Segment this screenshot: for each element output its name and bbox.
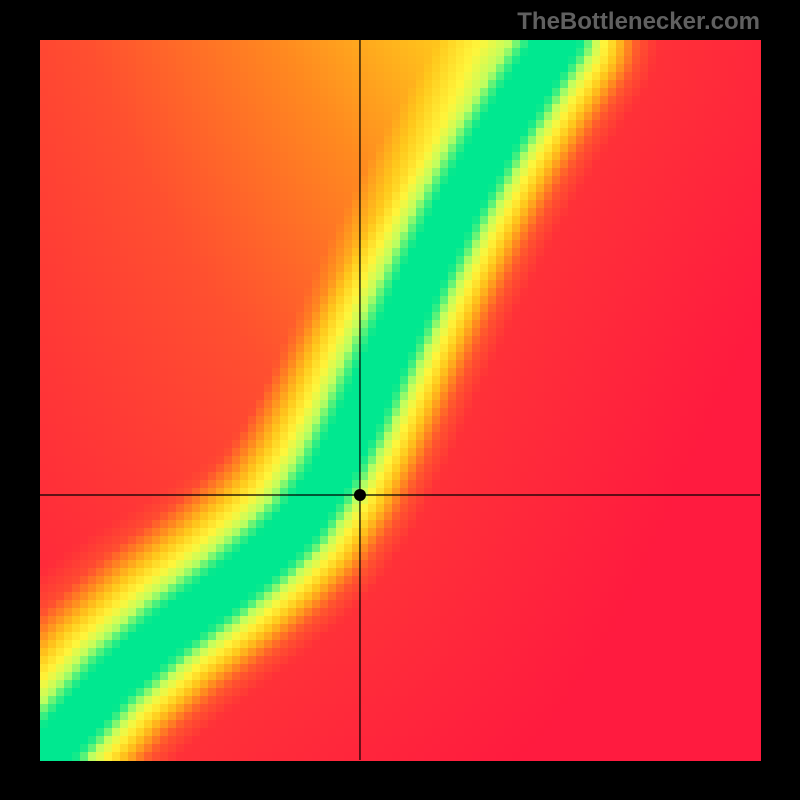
chart-container: TheBottlenecker.com	[0, 0, 800, 800]
watermark-text: TheBottlenecker.com	[517, 8, 760, 36]
heatmap-canvas	[0, 0, 800, 800]
